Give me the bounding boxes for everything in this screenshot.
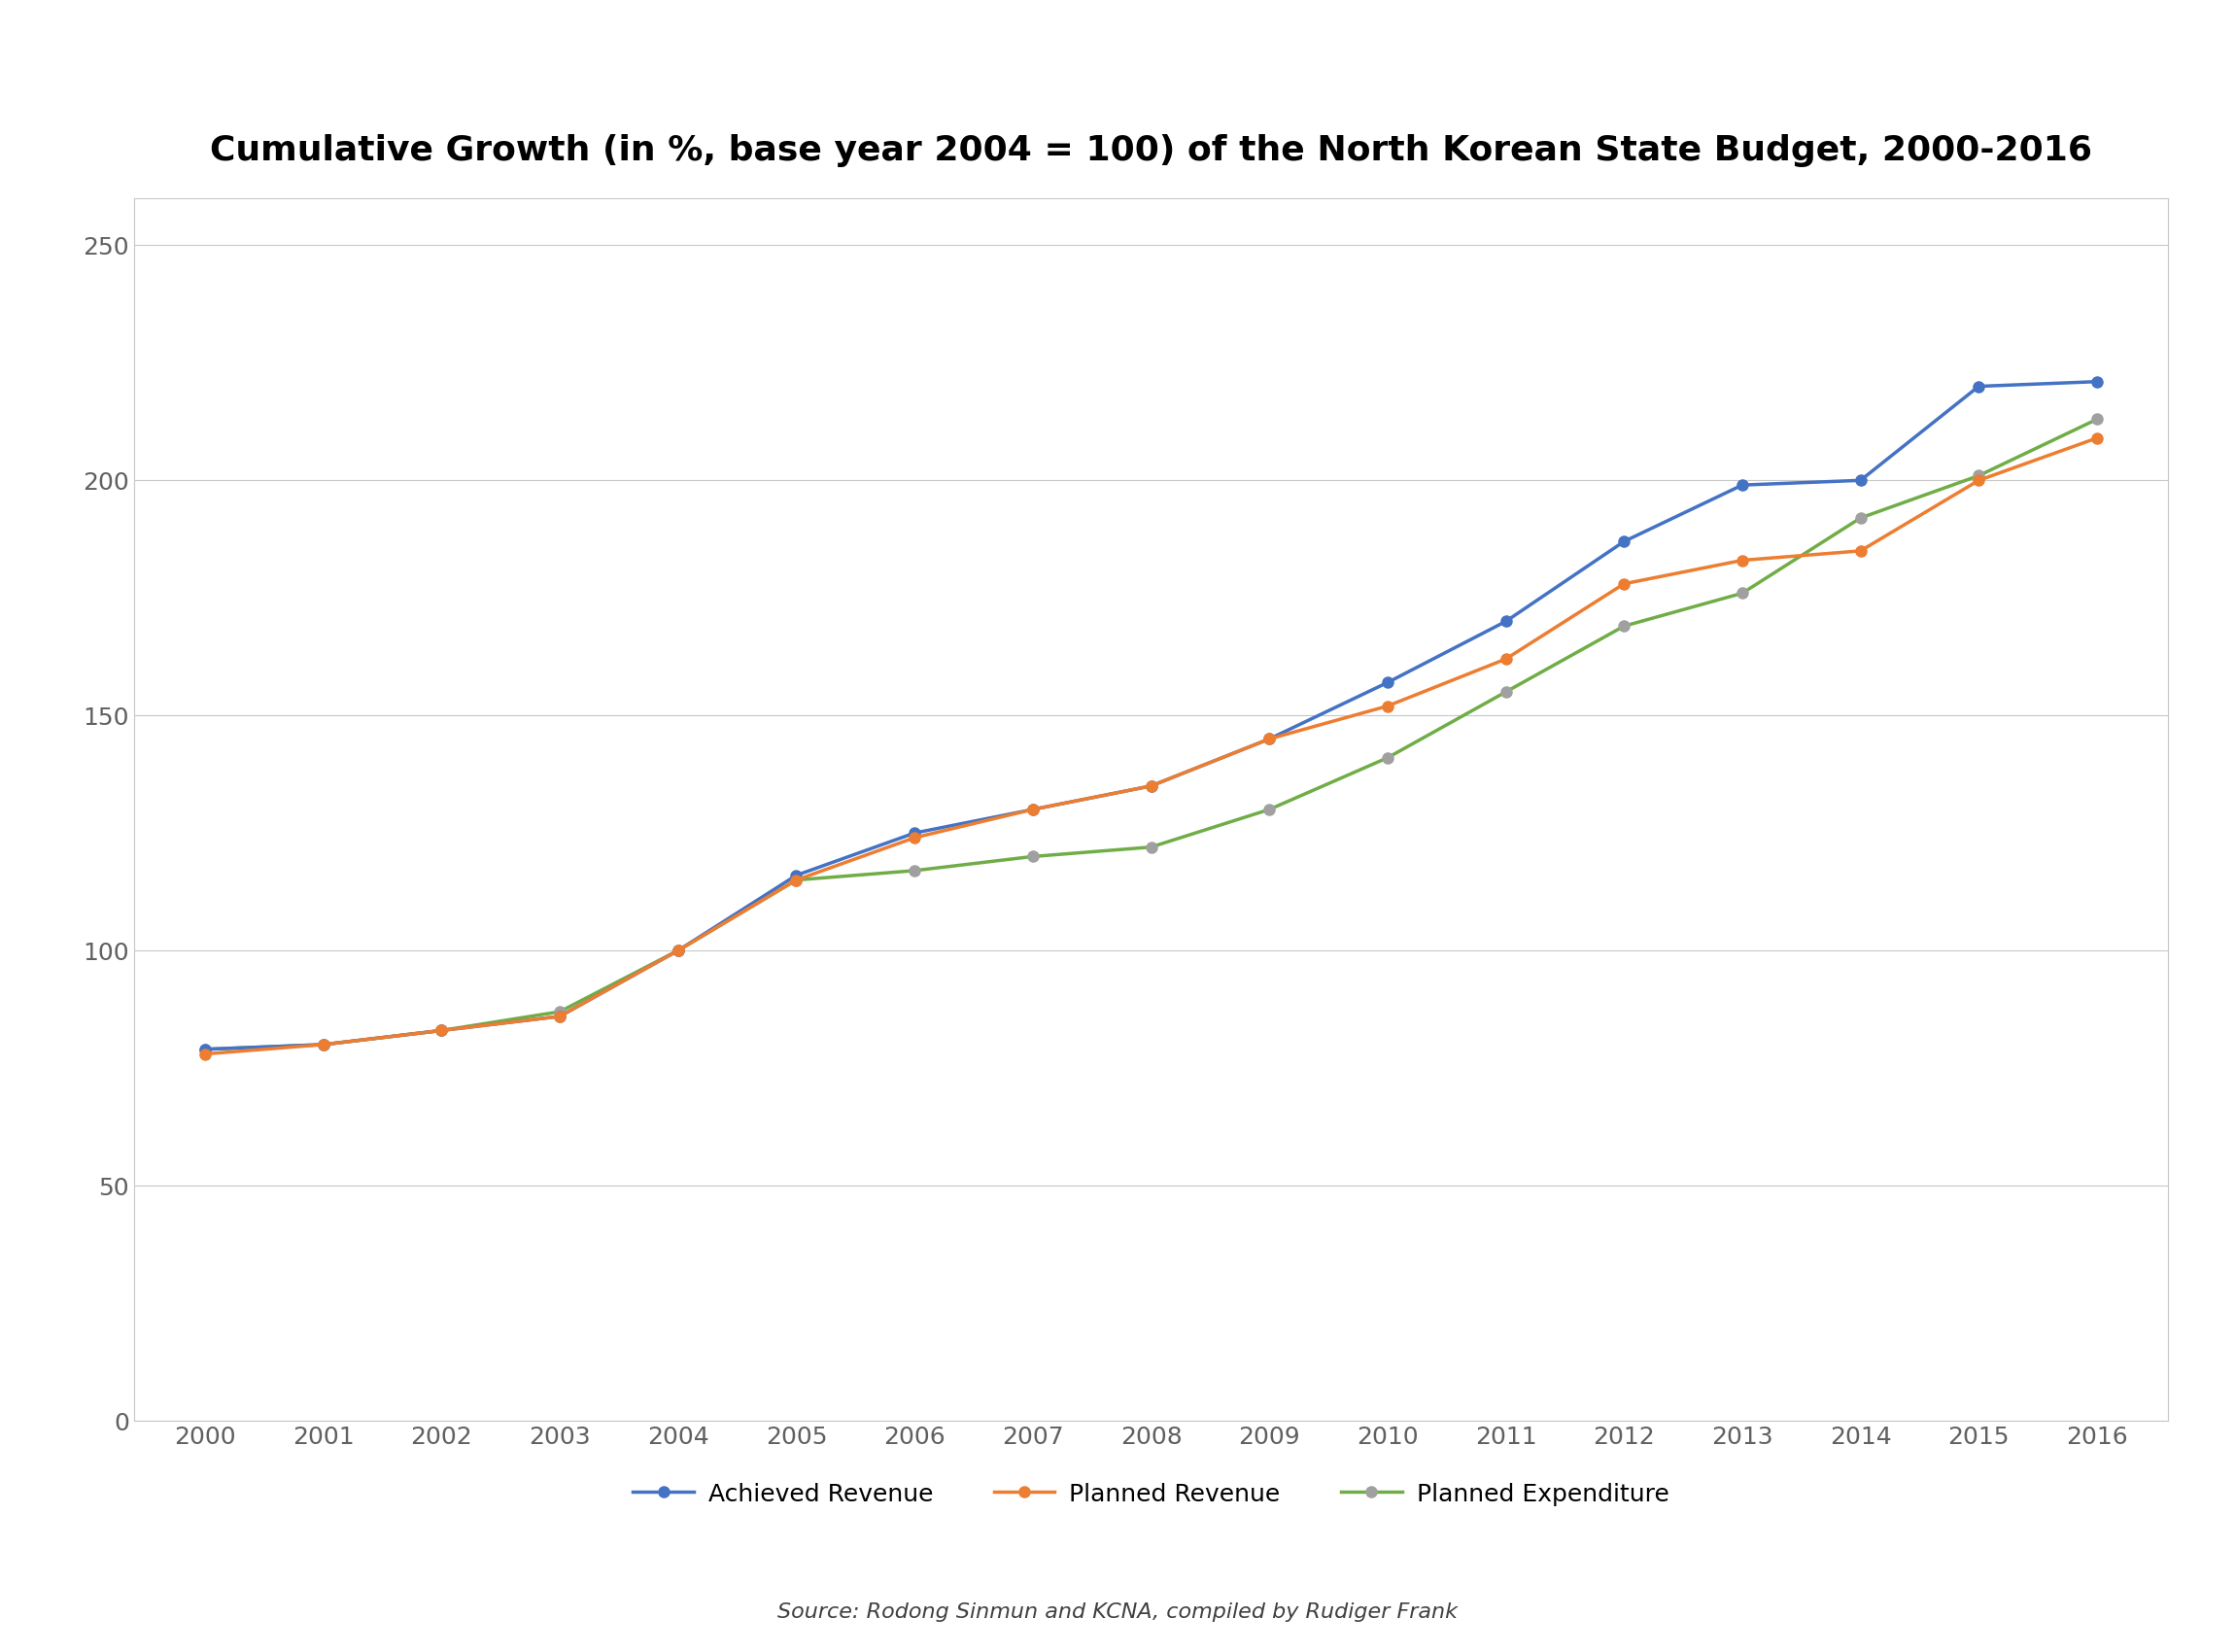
Line: Planned Revenue: Planned Revenue xyxy=(199,433,2103,1059)
Achieved Revenue xyxy=(1611,532,1638,552)
Planned Revenue xyxy=(1730,550,1757,570)
Text: Source: Rodong Sinmun and KCNA, compiled by Rudiger Frank: Source: Rodong Sinmun and KCNA, compiled… xyxy=(778,1602,1457,1622)
Planned Expenditure xyxy=(782,871,809,890)
Planned Revenue xyxy=(2083,428,2110,448)
Planned Expenditure xyxy=(545,1001,572,1021)
Planned Revenue xyxy=(1256,729,1283,748)
Planned Revenue xyxy=(429,1021,456,1041)
Achieved Revenue xyxy=(1493,611,1520,631)
Achieved Revenue xyxy=(1965,377,1991,396)
Achieved Revenue xyxy=(664,940,691,960)
Achieved Revenue xyxy=(311,1034,337,1054)
Achieved Revenue xyxy=(192,1039,219,1059)
Line: Achieved Revenue: Achieved Revenue xyxy=(199,377,2103,1054)
Planned Expenditure xyxy=(664,940,691,960)
Planned Revenue xyxy=(782,871,809,890)
Planned Expenditure xyxy=(1375,748,1401,768)
Planned Revenue xyxy=(1611,573,1638,593)
Achieved Revenue xyxy=(545,1006,572,1026)
Achieved Revenue xyxy=(429,1021,456,1041)
Planned Expenditure xyxy=(1256,800,1283,819)
Planned Expenditure xyxy=(1138,838,1164,857)
Planned Expenditure xyxy=(1965,466,1991,486)
Planned Expenditure xyxy=(1611,616,1638,636)
Achieved Revenue xyxy=(901,823,928,843)
Planned Expenditure xyxy=(2083,410,2110,430)
Achieved Revenue xyxy=(1019,800,1046,819)
Planned Expenditure xyxy=(1493,682,1520,702)
Planned Expenditure xyxy=(1846,509,1873,529)
Planned Revenue xyxy=(1493,649,1520,669)
Planned Revenue xyxy=(545,1006,572,1026)
Planned Revenue xyxy=(901,828,928,847)
Planned Revenue xyxy=(664,940,691,960)
Planned Revenue xyxy=(1965,471,1991,491)
Planned Revenue xyxy=(1019,800,1046,819)
Title: Cumulative Growth (in %, base year 2004 = 100) of the North Korean State Budget,: Cumulative Growth (in %, base year 2004 … xyxy=(210,134,2092,167)
Achieved Revenue xyxy=(2083,372,2110,392)
Achieved Revenue xyxy=(1730,476,1757,496)
Achieved Revenue xyxy=(1256,729,1283,748)
Achieved Revenue xyxy=(1375,672,1401,692)
Planned Revenue xyxy=(1846,540,1873,560)
Planned Expenditure xyxy=(901,861,928,881)
Planned Expenditure xyxy=(429,1021,456,1041)
Legend: Achieved Revenue, Planned Revenue, Planned Expenditure: Achieved Revenue, Planned Revenue, Plann… xyxy=(608,1459,1694,1531)
Planned Expenditure xyxy=(1730,583,1757,603)
Achieved Revenue xyxy=(782,866,809,885)
Planned Revenue xyxy=(1375,695,1401,715)
Line: Planned Expenditure: Planned Expenditure xyxy=(199,415,2103,1054)
Planned Expenditure xyxy=(192,1039,219,1059)
Planned Expenditure xyxy=(1019,846,1046,866)
Planned Revenue xyxy=(311,1034,337,1054)
Achieved Revenue xyxy=(1846,471,1873,491)
Planned Revenue xyxy=(192,1044,219,1064)
Planned Expenditure xyxy=(311,1034,337,1054)
Planned Revenue xyxy=(1138,776,1164,796)
Achieved Revenue xyxy=(1138,776,1164,796)
